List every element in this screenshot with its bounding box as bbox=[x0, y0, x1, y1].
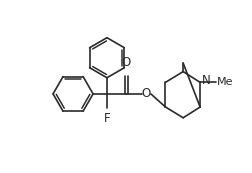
Text: F: F bbox=[103, 112, 110, 125]
Text: O: O bbox=[121, 56, 130, 69]
Text: O: O bbox=[141, 87, 150, 100]
Text: Me: Me bbox=[216, 77, 233, 87]
Text: N: N bbox=[201, 74, 210, 86]
